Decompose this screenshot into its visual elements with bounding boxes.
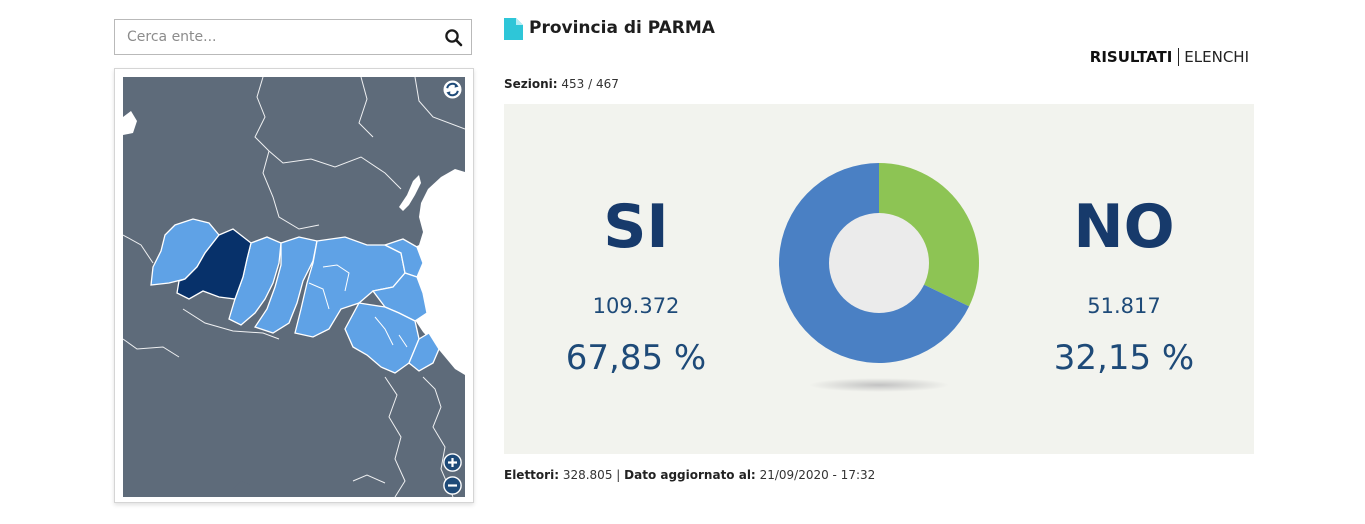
elettori-label: Elettori: [504,468,559,482]
no-votes: 51.817 [1087,294,1161,318]
no-percent: 32,15 % [1053,338,1195,378]
province-forli-cesena[interactable] [344,302,420,374]
donut-shadow [809,378,949,392]
updated-label: Dato aggiornato al: [624,468,756,482]
donut-hole [829,213,929,313]
results-donut-chart [779,163,980,392]
page-title: Provincia di PARMA [529,18,715,38]
map-lagoon [399,175,421,211]
province-parma-selected[interactable] [176,228,252,300]
zoom-out-icon[interactable] [443,476,462,495]
refresh-icon[interactable] [443,80,462,99]
map-sea [401,169,465,375]
tab-risultati[interactable]: RISULTATI [1089,48,1180,66]
province-ferrara[interactable] [383,238,424,278]
sezioni-label: Sezioni: [504,77,558,91]
search-input[interactable] [115,20,435,54]
search-icon[interactable] [443,27,465,49]
updated-value: 21/09/2020 - 17:32 [759,468,876,482]
si-votes: 109.372 [592,294,680,318]
results-panel: SI 109.372 67,85 % NO 51.817 32,15 % [504,104,1254,454]
elettori-value: 328.805 [562,468,613,482]
zoom-in-icon[interactable] [443,453,462,472]
si-label: SI [603,192,669,262]
si-percent: 67,85 % [565,338,707,378]
sezioni-info: Sezioni: 453 / 467 [504,77,619,91]
map-provinces[interactable] [150,218,440,374]
footer-separator: | [616,468,621,482]
map-province-borders [308,264,408,348]
no-label: NO [1073,192,1175,262]
sezioni-value: 453 / 467 [561,77,619,91]
document-icon [504,18,523,40]
map-lake [123,111,137,135]
province-rimini[interactable] [408,332,440,372]
map-borders [123,77,465,497]
map-island [233,481,251,493]
map-panel[interactable] [114,68,474,503]
footer-info: Elettori: 328.805 | Dato aggiornato al: … [504,468,875,482]
tab-elenchi[interactable]: ELENCHI [1184,48,1249,66]
search-box[interactable] [114,19,472,55]
view-tabs: RISULTATI ELENCHI [1089,48,1249,66]
province-map[interactable] [123,77,465,497]
